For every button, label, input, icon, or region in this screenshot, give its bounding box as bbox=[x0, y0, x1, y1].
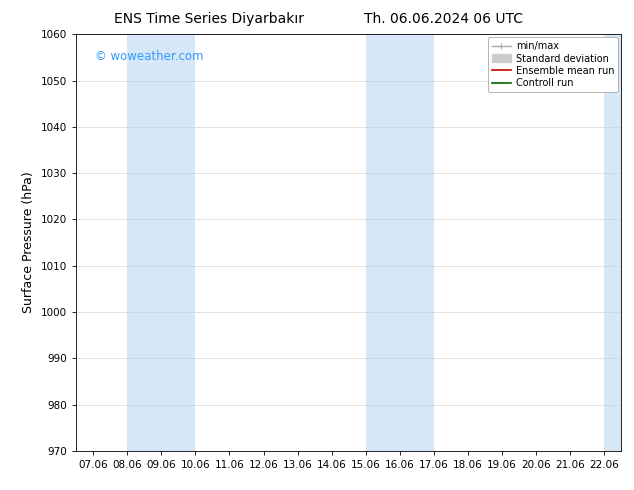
Y-axis label: Surface Pressure (hPa): Surface Pressure (hPa) bbox=[22, 172, 36, 314]
Text: Th. 06.06.2024 06 UTC: Th. 06.06.2024 06 UTC bbox=[365, 12, 523, 26]
Bar bbox=[127, 34, 195, 451]
Bar bbox=[366, 34, 434, 451]
Legend: min/max, Standard deviation, Ensemble mean run, Controll run: min/max, Standard deviation, Ensemble me… bbox=[488, 37, 618, 92]
Bar bbox=[604, 34, 621, 451]
Text: © woweather.com: © woweather.com bbox=[95, 50, 204, 64]
Text: ENS Time Series Diyarbakır: ENS Time Series Diyarbakır bbox=[114, 12, 304, 26]
